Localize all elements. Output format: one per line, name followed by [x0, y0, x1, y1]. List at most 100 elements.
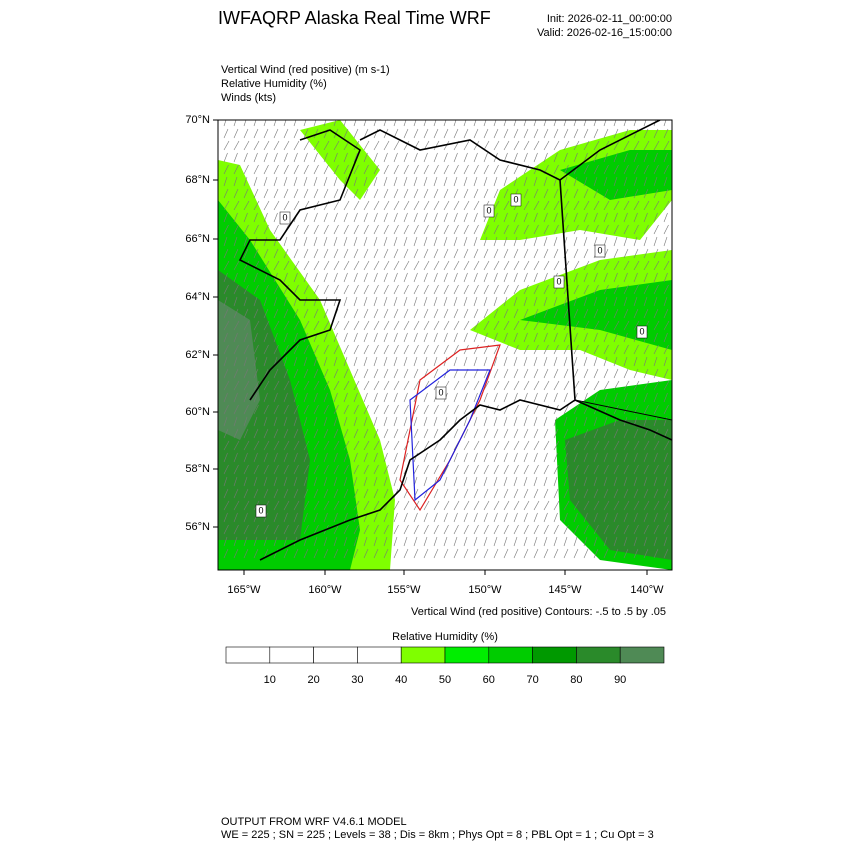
- wind-barb: [633, 500, 640, 511]
- contour-label: 0: [597, 245, 602, 255]
- wind-barb: [353, 452, 358, 463]
- wind-barb: [653, 416, 658, 427]
- wind-barb: [483, 512, 488, 523]
- wind-barb: [253, 332, 258, 343]
- wind-barb: [423, 524, 429, 535]
- lon-label: 145°W: [548, 584, 582, 596]
- wind-barb: [553, 320, 560, 331]
- wind-barb: [423, 416, 428, 427]
- wind-barb: [453, 548, 459, 559]
- wind-barb: [263, 440, 270, 451]
- wind-barb: [533, 128, 539, 139]
- wind-barb: [443, 272, 448, 283]
- wind-barb: [263, 512, 268, 523]
- wind-barb: [373, 296, 378, 307]
- wind-barb: [493, 536, 498, 547]
- wind-barb: [643, 464, 649, 475]
- wind-barb: [583, 464, 589, 475]
- wind-barb: [573, 272, 578, 283]
- wind-barb: [443, 120, 447, 127]
- wind-barb: [393, 284, 399, 295]
- wind-barb: [233, 380, 240, 391]
- wind-barb: [323, 296, 328, 307]
- wind-barb: [503, 332, 508, 343]
- wind-barb: [563, 164, 569, 175]
- wind-barb: [643, 236, 648, 247]
- wind-barb: [583, 188, 589, 199]
- wind-barb: [383, 236, 388, 247]
- wind-barb: [393, 476, 398, 487]
- wind-barb: [483, 308, 489, 319]
- wind-barb: [643, 392, 648, 403]
- wind-barb: [373, 188, 379, 199]
- wind-barb: [273, 212, 278, 223]
- wind-barb: [373, 308, 379, 319]
- wind-barb: [523, 464, 529, 475]
- wind-barb: [623, 200, 630, 211]
- wind-barb: [333, 512, 338, 523]
- wind-barb: [333, 380, 340, 391]
- wind-barb: [603, 500, 610, 511]
- wind-barb: [443, 500, 450, 511]
- wind-barb: [463, 164, 469, 175]
- wind-barb: [313, 476, 318, 487]
- wind-barb: [653, 128, 659, 139]
- wind-barb: [393, 248, 399, 259]
- wind-barb: [553, 488, 559, 499]
- wind-barb: [513, 308, 519, 319]
- wind-barb: [243, 356, 248, 367]
- wind-barb: [363, 128, 369, 139]
- wind-barb: [223, 152, 228, 163]
- wind-barb: [563, 368, 569, 379]
- wind-barb: [403, 452, 408, 463]
- wind-barb: [463, 272, 468, 283]
- wind-barb: [523, 548, 529, 559]
- wind-barb: [283, 284, 289, 295]
- contour-label-box: [553, 275, 565, 289]
- wind-barb: [543, 356, 548, 367]
- wind-barb: [303, 476, 308, 487]
- wind-barb: [633, 380, 640, 391]
- wind-barb: [313, 464, 319, 475]
- wind-barb: [253, 248, 259, 259]
- wind-barb: [483, 452, 488, 463]
- wind-barb: [403, 524, 409, 535]
- wind-barb: [243, 344, 249, 355]
- wind-barb: [383, 176, 388, 187]
- wind-barb: [383, 212, 388, 223]
- wind-barb: [263, 200, 270, 211]
- wind-barb: [283, 128, 289, 139]
- wind-barb: [623, 548, 629, 559]
- wind-barb: [253, 380, 260, 391]
- wind-barb: [563, 416, 568, 427]
- wind-barb: [233, 320, 240, 331]
- wind-barb: [243, 392, 248, 403]
- wind-barb: [553, 380, 560, 391]
- wind-barb: [563, 524, 569, 535]
- colorbar-tick-label: 60: [483, 674, 495, 686]
- wind-barb: [463, 488, 469, 499]
- wind-barb: [283, 512, 288, 523]
- wind-barb: [423, 332, 428, 343]
- wind-barb: [343, 536, 348, 547]
- wind-barb: [463, 320, 470, 331]
- wind-barb: [533, 188, 539, 199]
- wind-barb: [483, 272, 488, 283]
- wind-barb: [243, 464, 249, 475]
- wind-barb: [273, 536, 278, 547]
- wind-barb: [273, 452, 278, 463]
- colorbar-tick-label: 50: [439, 674, 451, 686]
- wind-barb: [573, 476, 578, 487]
- wind-barb: [653, 452, 658, 463]
- wind-barb: [423, 212, 428, 223]
- wind-barb: [483, 488, 489, 499]
- wind-barb: [273, 224, 279, 235]
- wind-barb: [653, 524, 659, 535]
- wind-barb: [663, 476, 668, 487]
- wind-barb: [593, 524, 599, 535]
- wind-barb: [603, 428, 609, 439]
- colorbar-box: [269, 646, 314, 664]
- wind-barb: [393, 344, 399, 355]
- wind-barb: [633, 188, 639, 199]
- wind-barb: [303, 404, 309, 415]
